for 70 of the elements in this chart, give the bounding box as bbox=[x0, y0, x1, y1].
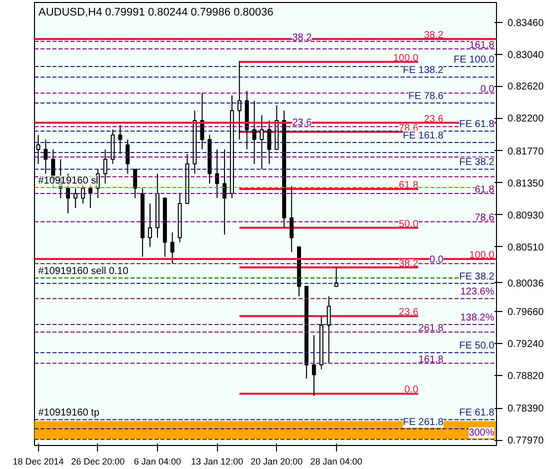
y-tick-label: 0.83460 bbox=[508, 18, 544, 29]
series-label: 38.2 bbox=[398, 258, 419, 270]
candlestick bbox=[133, 168, 138, 199]
candlestick bbox=[260, 114, 264, 170]
y-tick-label: 0.81350 bbox=[508, 178, 544, 190]
annotation: FE 38.2 bbox=[459, 157, 495, 168]
y-tick-label: 0.83040 bbox=[508, 50, 544, 61]
candlestick bbox=[118, 124, 122, 154]
y-tick-label: 0.78820 bbox=[508, 370, 544, 382]
annotation: 123.6% bbox=[460, 286, 494, 298]
y-tick-label: 0.82620 bbox=[508, 82, 544, 93]
annotation: 138.2% bbox=[460, 312, 494, 324]
annotation: 0.0 bbox=[480, 84, 495, 96]
annotation: FE 261.8 bbox=[402, 416, 444, 428]
candlestick bbox=[252, 100, 256, 164]
annotation: FE 100.0 bbox=[454, 54, 495, 66]
chart-title: AUDUSD,H4 0.79991 0.80244 0.79986 0.80036 bbox=[38, 6, 274, 18]
x-tick-label: 6 Jan 04:00 bbox=[134, 456, 181, 466]
x-tick-label: 26 Dec 20:00 bbox=[71, 456, 125, 466]
y-tick-label: 0.79240 bbox=[508, 339, 544, 350]
x-tick-label: 13 Jan 12:00 bbox=[191, 456, 244, 466]
series-label: 50.0 bbox=[398, 218, 419, 230]
candlestick bbox=[267, 120, 272, 164]
y-tick-label: 0.80036 bbox=[508, 278, 544, 290]
annotation: #10919160 sl bbox=[38, 175, 98, 186]
candlestick bbox=[326, 296, 331, 364]
annotation: 261.8 bbox=[418, 323, 444, 334]
annotation: FE 61.8 bbox=[459, 408, 495, 419]
annotation: 23.6 bbox=[292, 118, 312, 129]
y-tick-label: 0.80510 bbox=[508, 242, 544, 254]
y-tick-label: 0.80930 bbox=[508, 210, 544, 222]
annotation: 78.6 bbox=[474, 212, 495, 224]
annotation: FE 50.0 bbox=[459, 340, 495, 352]
annotation: #10919160 tp bbox=[38, 408, 100, 419]
candlestick bbox=[290, 185, 294, 253]
annotation: FE 38.2 bbox=[459, 271, 495, 282]
annotation: FE 138.2 bbox=[402, 65, 444, 76]
series-label: 61.8 bbox=[398, 180, 419, 191]
annotation: 61.8 bbox=[474, 184, 495, 196]
candlestick bbox=[237, 60, 242, 140]
annotation: FE 78.6 bbox=[408, 90, 444, 102]
y-tick-label: 0.77970 bbox=[508, 436, 544, 447]
candlestick bbox=[215, 148, 220, 199]
candlestick bbox=[222, 148, 227, 236]
annotation: 0.0 bbox=[430, 254, 444, 266]
annotation: 161.8 bbox=[418, 354, 444, 366]
x-tick-label: 20 Jan 20:00 bbox=[250, 456, 303, 466]
annotation: FE 161.8 bbox=[402, 130, 444, 142]
y-tick-label: 0.79660 bbox=[508, 307, 544, 318]
annotation: 161.8 bbox=[469, 40, 495, 51]
annotation: 38.2 bbox=[292, 32, 312, 44]
annotation: 23.6 bbox=[424, 114, 444, 125]
y-tick-label: 0.82200 bbox=[508, 114, 544, 125]
candlestick bbox=[148, 202, 152, 248]
annotation: #10919160 sell 0.10 bbox=[38, 266, 129, 278]
y-tick-label: 0.78390 bbox=[508, 404, 544, 415]
candlestick bbox=[103, 148, 108, 184]
candlestick bbox=[44, 139, 48, 174]
y-tick-label: 0.81770 bbox=[508, 146, 544, 158]
annotation: 100.0 bbox=[469, 250, 495, 262]
candlestick bbox=[126, 139, 130, 174]
series-label: 0.0 bbox=[404, 384, 419, 396]
series-label: 100.0 bbox=[393, 52, 419, 64]
candlestick bbox=[170, 232, 174, 264]
x-tick-label: 28 Jan 04:00 bbox=[310, 456, 362, 466]
x-tick-label: 18 Dec 2014 bbox=[12, 456, 64, 466]
annotation: 38.2 bbox=[424, 30, 444, 42]
candlestick bbox=[312, 334, 316, 397]
annotation: FE 61.8 bbox=[459, 119, 495, 130]
annotation: 300% bbox=[468, 427, 494, 438]
